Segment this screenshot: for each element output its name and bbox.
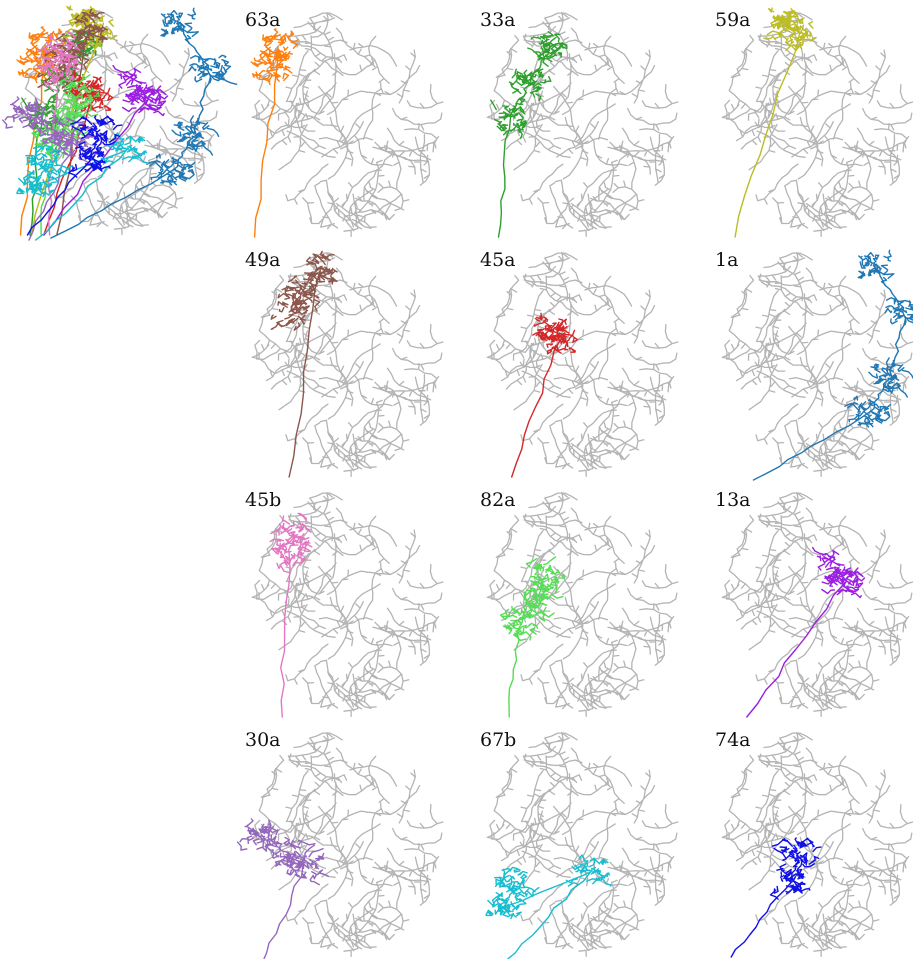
panel-label: 82a xyxy=(480,489,516,511)
panel-label: 45b xyxy=(245,489,281,511)
neuron xyxy=(270,513,311,717)
panel: 82a xyxy=(480,489,678,717)
panel-label: 33a xyxy=(480,9,516,31)
skeleton xyxy=(722,733,913,957)
neuron xyxy=(238,819,329,959)
skeleton xyxy=(722,13,913,237)
neuron xyxy=(501,557,565,717)
panel-label: 67b xyxy=(480,729,516,751)
skeleton xyxy=(252,13,443,237)
skeleton xyxy=(722,493,913,717)
panel: 1a xyxy=(715,249,913,480)
panel-label: 59a xyxy=(715,9,751,31)
skeleton xyxy=(487,493,678,717)
skeleton xyxy=(487,253,678,477)
panel: 33a xyxy=(480,9,678,237)
figure: 63a 33a 59a 49a 45a 1a 45b 82a 13a 30a 67b 74a xyxy=(0,0,913,959)
skeleton xyxy=(252,253,443,477)
panel-label: 13a xyxy=(715,489,751,511)
neuron xyxy=(731,838,821,957)
skeleton xyxy=(487,733,678,957)
panel-label: 49a xyxy=(245,249,281,271)
panel-label: 63a xyxy=(245,9,281,31)
panel: 63a xyxy=(245,9,443,237)
panel-label: 45a xyxy=(480,249,516,271)
panel: 59a xyxy=(715,8,913,237)
panel-label: 74a xyxy=(715,729,751,751)
panel-label: 30a xyxy=(245,729,281,751)
panel: 13a xyxy=(715,489,913,717)
panel: 45a xyxy=(480,249,678,477)
panel: 49a xyxy=(245,249,443,477)
panel: 45b xyxy=(245,489,443,717)
panel: 67b xyxy=(480,729,678,959)
panel: 74a xyxy=(715,729,913,957)
panel: 30a xyxy=(238,729,443,959)
overview-panel xyxy=(3,6,237,240)
panel-label: 1a xyxy=(715,249,738,271)
